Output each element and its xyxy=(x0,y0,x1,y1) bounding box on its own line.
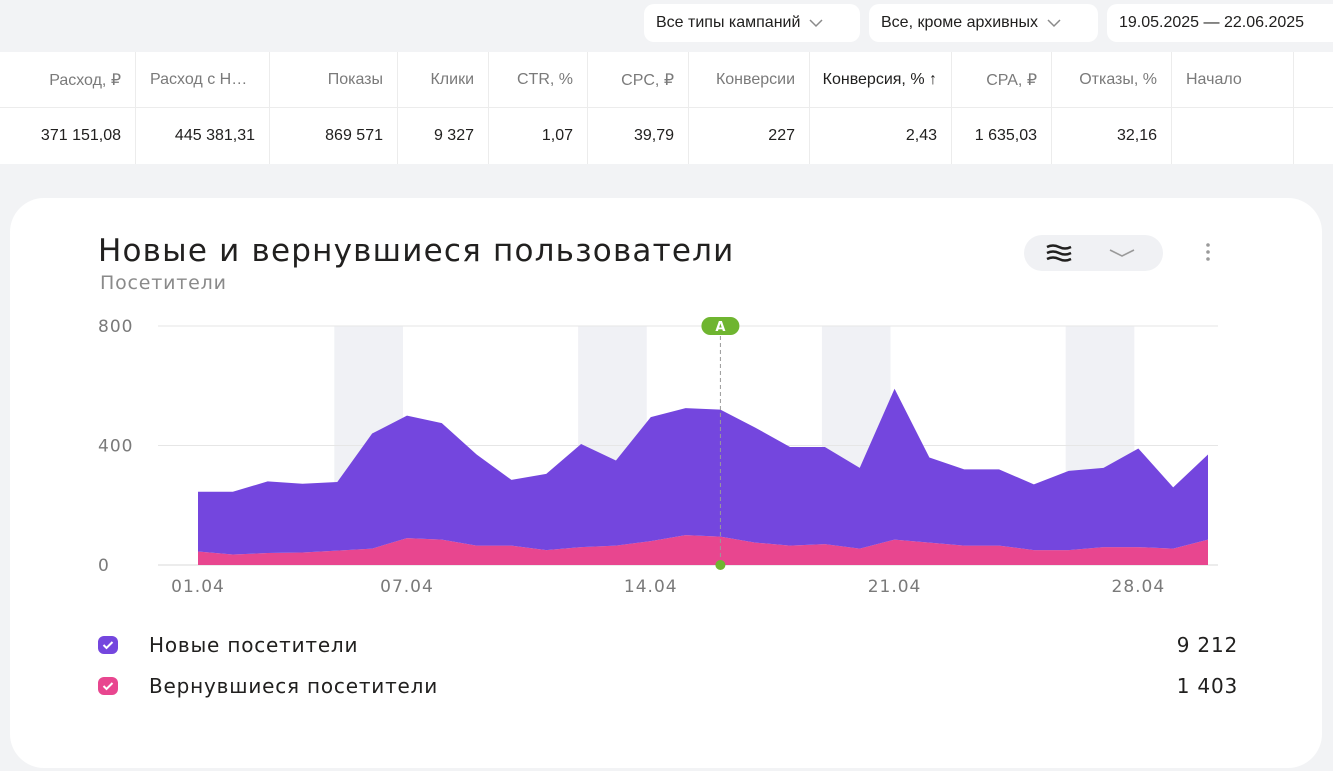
column-header-conversion-rate[interactable]: Конверсия, % ↑ xyxy=(810,52,952,108)
chevron-down-icon xyxy=(1047,19,1061,28)
chart-series xyxy=(198,388,1208,565)
annotation-label: A xyxy=(715,320,725,335)
column-header-bounce[interactable]: Отказы, % xyxy=(1052,52,1172,108)
vertical-dots-icon xyxy=(1206,243,1210,261)
stats-cell-start xyxy=(1172,108,1294,164)
campaign-types-dropdown[interactable]: Все типы кампаний xyxy=(644,4,860,42)
column-header-conversions[interactable]: Конверсии xyxy=(689,52,810,108)
y-tick-label: 800 xyxy=(98,317,133,337)
filter-bar: Все типы кампаний Все, кроме архивных 19… xyxy=(0,0,1333,52)
legend-total: 1 403 xyxy=(1176,674,1238,698)
legend-label: Вернувшиеся посетители xyxy=(149,674,439,698)
card-subtitle: Посетители xyxy=(100,272,227,294)
annotation-badge[interactable] xyxy=(701,317,740,335)
stats-cell-spend-vat: 445 381,31 xyxy=(136,108,270,164)
column-header-cpa[interactable]: CPA, ₽ xyxy=(952,52,1052,108)
stats-cell-spend: 371 151,08 xyxy=(0,108,136,164)
x-tick-label: 21.04 xyxy=(868,577,922,597)
column-header-spend-vat[interactable]: Расход с Н… xyxy=(136,52,270,108)
visitors-chart-card: Новые и вернувшиеся пользователи Посетит… xyxy=(10,198,1322,768)
chevron-down-icon xyxy=(809,19,823,28)
checkbox-checked-icon[interactable] xyxy=(98,677,118,695)
stats-cell-conversion-rate: 2,43 xyxy=(810,108,952,164)
column-header-clicks[interactable]: Клики xyxy=(398,52,489,108)
stats-cell-impressions: 869 571 xyxy=(270,108,398,164)
date-range-picker[interactable]: 19.05.2025 — 22.06.2025 xyxy=(1107,4,1333,42)
area-series-new[interactable] xyxy=(198,388,1208,555)
stats-cell-ctr: 1,07 xyxy=(489,108,588,164)
more-options-button[interactable] xyxy=(1198,240,1218,268)
legend-label: Новые посетители xyxy=(149,633,359,657)
x-tick-label: 14.04 xyxy=(624,577,678,597)
column-header-spend[interactable]: Расход, ₽ xyxy=(0,52,136,108)
column-header-ctr[interactable]: CTR, % xyxy=(489,52,588,108)
legend-item-new-visitors[interactable]: Новые посетители 9 212 xyxy=(98,630,1238,660)
campaign-types-label: Все типы кампаний xyxy=(656,14,801,31)
date-range-label: 19.05.2025 — 22.06.2025 xyxy=(1119,14,1305,31)
visitors-area-chart[interactable]: 0 400 800 A 01.04 07.04 14.04 21.04 28.04 xyxy=(10,198,1322,618)
card-title: Новые и вернувшиеся пользователи xyxy=(98,233,735,269)
chevron-down-icon xyxy=(1109,249,1135,257)
column-header-impressions[interactable]: Показы xyxy=(270,52,398,108)
y-tick-label: 400 xyxy=(98,437,133,457)
stacked-area-icon xyxy=(1046,244,1135,262)
y-tick-label: 0 xyxy=(98,556,110,576)
stats-cell-bounce: 32,16 xyxy=(1052,108,1172,164)
stats-values-row: 371 151,08 445 381,31 869 571 9 327 1,07… xyxy=(0,108,1333,164)
stats-cell-clicks: 9 327 xyxy=(398,108,489,164)
x-tick-label: 28.04 xyxy=(1112,577,1166,597)
x-axis: 01.04 07.04 14.04 21.04 28.04 xyxy=(171,577,1166,597)
stats-header-row: Расход, ₽ Расход с Н… Показы Клики CTR, … xyxy=(0,52,1333,108)
legend-total: 9 212 xyxy=(1176,633,1238,657)
column-header-start[interactable]: Начало xyxy=(1172,52,1294,108)
archive-filter-label: Все, кроме архивных xyxy=(881,14,1038,31)
legend-item-returning-visitors[interactable]: Вернувшиеся посетители 1 403 xyxy=(98,671,1238,701)
stats-cell-conversions: 227 xyxy=(689,108,810,164)
chart-type-button[interactable] xyxy=(1024,235,1163,271)
chart-annotation: A xyxy=(701,317,740,570)
checkbox-checked-icon[interactable] xyxy=(98,636,118,654)
x-tick-label: 01.04 xyxy=(171,577,225,597)
column-header-cpc[interactable]: CPC, ₽ xyxy=(588,52,689,108)
archive-filter-dropdown[interactable]: Все, кроме архивных xyxy=(869,4,1098,42)
stats-table: Расход, ₽ Расход с Н… Показы Клики CTR, … xyxy=(0,52,1333,164)
x-tick-label: 07.04 xyxy=(380,577,434,597)
stats-cell-cpa: 1 635,03 xyxy=(952,108,1052,164)
area-series-returning[interactable] xyxy=(198,535,1208,565)
annotation-dot xyxy=(715,560,726,570)
stats-cell-cpc: 39,79 xyxy=(588,108,689,164)
